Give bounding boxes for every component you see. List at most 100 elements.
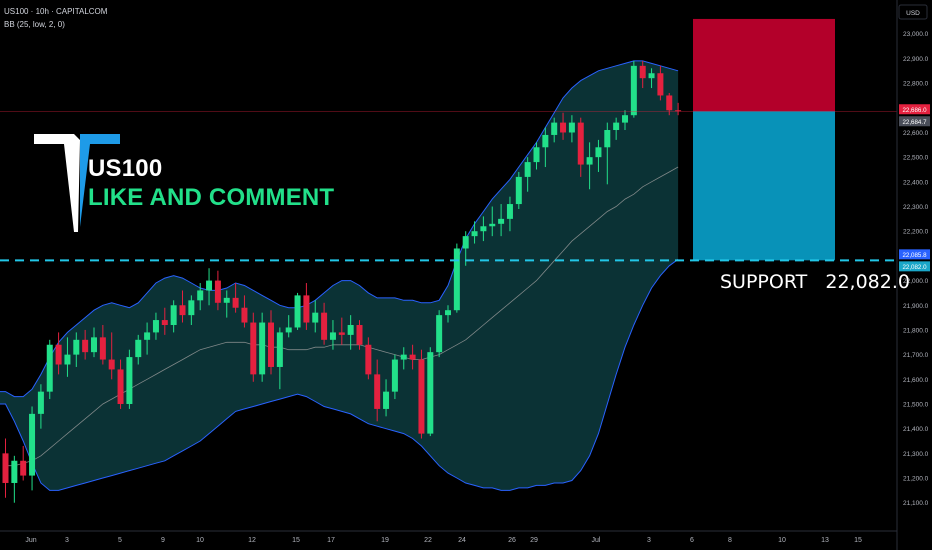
support-badge-bg [899, 261, 930, 272]
candle-body-up [206, 280, 213, 291]
candle [312, 300, 319, 333]
candle [46, 339, 53, 400]
candle [2, 438, 9, 498]
candle [453, 243, 460, 313]
y-tick-label: 21,400.0 [903, 426, 929, 433]
x-tick-label: 19 [381, 537, 389, 544]
candle-body-down [374, 374, 381, 409]
candle [622, 110, 628, 131]
bb-lower-badge-bg [899, 249, 930, 260]
candle [347, 315, 354, 350]
candle [639, 60, 646, 89]
x-tick-label: 10 [778, 537, 786, 544]
candle [542, 127, 549, 168]
candle [648, 68, 655, 89]
candle-body-up [188, 300, 195, 316]
y-tick-label: 22,300.0 [903, 204, 929, 211]
candle-body-down [675, 110, 682, 112]
candle-body-down [250, 322, 257, 375]
candle-body-up [498, 218, 505, 224]
x-tick-label: 6 [690, 537, 694, 544]
candle-body-up [524, 162, 531, 177]
candle [586, 142, 593, 190]
candle [657, 65, 664, 101]
currency-label: USD [906, 10, 920, 17]
candle-body-up [223, 297, 230, 303]
bb-lower-badge: 22,085.8 [902, 252, 927, 259]
candle [214, 270, 221, 311]
candle-body-up [400, 354, 407, 360]
candle [524, 157, 531, 192]
candle [400, 347, 407, 370]
candle-body-up [427, 352, 434, 434]
candles-layer [2, 60, 682, 503]
support-badge: 22,082.0 [902, 264, 927, 271]
currency-button[interactable] [898, 4, 928, 20]
candle [374, 359, 381, 422]
candle-body-up [648, 73, 655, 79]
candle [276, 327, 283, 390]
x-tick-label: 3 [65, 537, 69, 544]
candle-body-up [568, 122, 575, 133]
candle [498, 204, 505, 237]
candle-body-up [285, 327, 292, 333]
y-tick-label: 21,500.0 [903, 401, 929, 408]
x-tick-label: 22 [424, 537, 432, 544]
candle-body-up [197, 290, 204, 301]
take-profit-zone [693, 111, 835, 261]
candle [577, 117, 584, 177]
candle-body-up [29, 413, 36, 476]
candle [321, 302, 328, 345]
candle-body-up [542, 134, 549, 148]
candle-body-down [117, 369, 124, 404]
candle [82, 329, 89, 360]
candle [338, 317, 345, 345]
candle-body-down [560, 122, 567, 133]
candle [630, 60, 637, 118]
candle-body-up [294, 295, 301, 328]
x-tick-label: 5 [118, 537, 122, 544]
candle-body-down [409, 354, 416, 360]
candle-body-down [321, 312, 328, 340]
candle [560, 112, 567, 140]
candle [604, 122, 611, 185]
candle-body-down [161, 320, 168, 326]
candle [568, 115, 575, 143]
y-tick-label: 22,200.0 [903, 229, 929, 236]
candle [506, 196, 513, 232]
candle-body-up [126, 357, 133, 404]
x-tick-label: 24 [458, 537, 466, 544]
candle [152, 312, 159, 340]
y-tick-label: 23,000.0 [903, 31, 929, 38]
y-tick-label: 22,600.0 [903, 130, 929, 137]
candle-body-up [259, 322, 266, 375]
x-tick-label: 8 [728, 537, 732, 544]
candle-body-up [445, 310, 451, 316]
candle [329, 320, 336, 350]
bollinger-lower-line [0, 258, 679, 491]
candle [427, 347, 434, 437]
candle [259, 312, 266, 382]
candle-body-up [480, 226, 487, 232]
candle-body-down [241, 307, 248, 323]
y-tick-label: 22,800.0 [903, 81, 929, 88]
close-price-badge-bg [899, 116, 930, 127]
stop-loss-zone [693, 18, 835, 112]
candle-body-up [595, 147, 602, 158]
candle-body-up [11, 460, 18, 483]
candle-body-up [453, 248, 460, 311]
candle-body-up [391, 359, 398, 392]
candle-body-down [108, 359, 115, 370]
candle [303, 283, 310, 330]
candle [188, 295, 195, 326]
candle-body-up [471, 231, 478, 237]
candle-body-down [303, 295, 310, 323]
candle-body-up [64, 354, 71, 365]
tradingview-brand-logo-icon [34, 134, 120, 232]
candle [29, 406, 36, 491]
y-tick-label: 21,800.0 [903, 327, 929, 334]
candle [179, 290, 186, 323]
candle-body-up [135, 339, 142, 358]
